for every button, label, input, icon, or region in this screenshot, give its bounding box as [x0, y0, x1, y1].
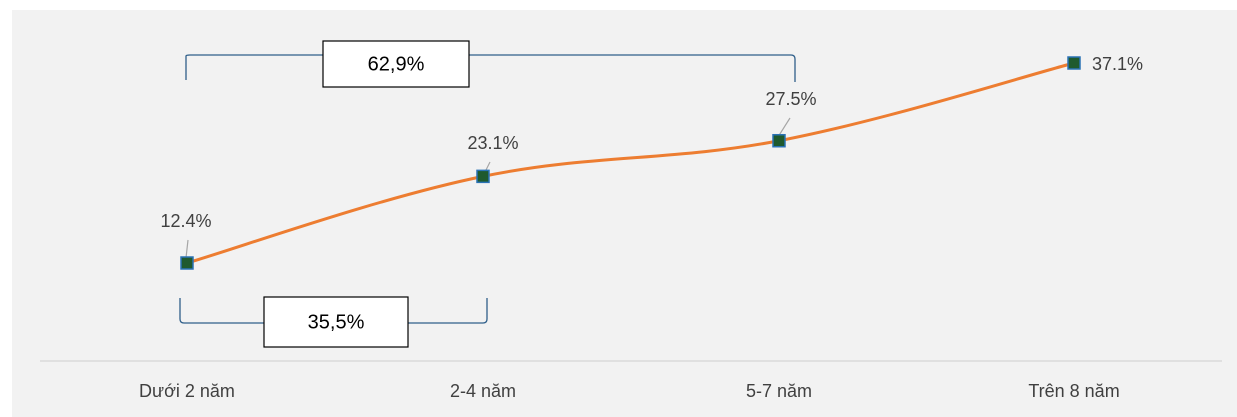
data-label: 37.1% — [1092, 54, 1143, 74]
x-tick-label: 2-4 năm — [450, 381, 516, 401]
plot-background — [12, 10, 1237, 417]
marker — [180, 256, 194, 270]
annotation: 62,9% — [368, 53, 425, 75]
leader-line — [777, 117, 791, 138]
x-tick-label: 5-7 năm — [746, 381, 812, 401]
annotation-box — [263, 296, 409, 348]
x-tick-label: Dưới 2 năm — [139, 381, 235, 401]
annotation-box — [322, 40, 470, 88]
marker — [772, 133, 786, 148]
line — [186, 61, 1075, 265]
data-label: 12.4% — [160, 211, 211, 231]
bracket — [185, 54, 796, 82]
marker — [1067, 56, 1081, 70]
marker — [476, 169, 490, 184]
data-label: 27.5% — [765, 89, 816, 109]
leader-line — [185, 239, 189, 259]
data-label: 23.1% — [467, 133, 518, 153]
annotation: 35,5% — [308, 311, 365, 333]
x-tick-label: Trên 8 năm — [1028, 381, 1119, 401]
